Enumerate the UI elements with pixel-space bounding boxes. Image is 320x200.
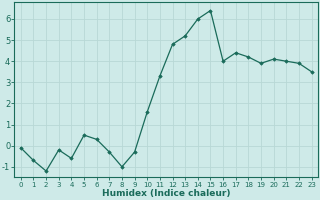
X-axis label: Humidex (Indice chaleur): Humidex (Indice chaleur) bbox=[102, 189, 230, 198]
